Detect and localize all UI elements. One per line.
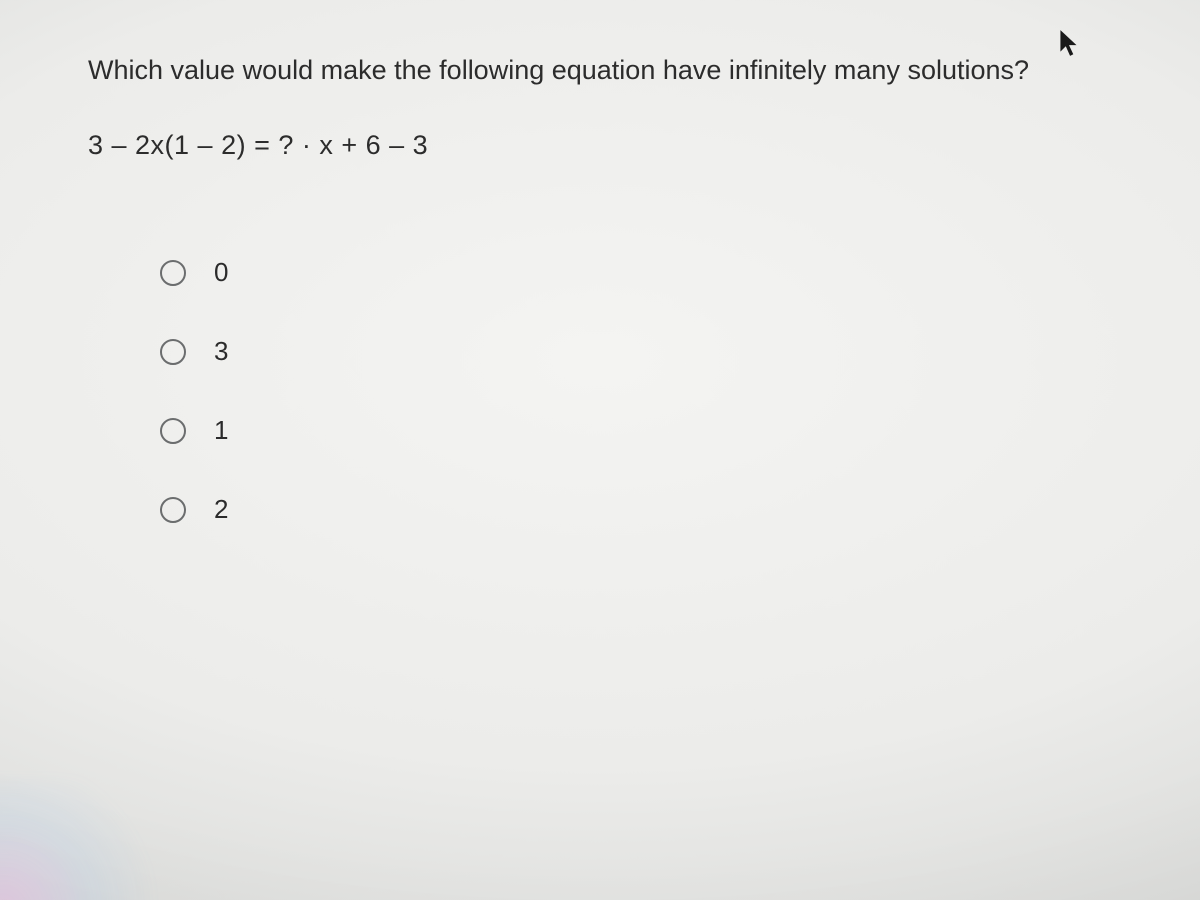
mouse-cursor-icon bbox=[1058, 28, 1080, 58]
radio-icon[interactable] bbox=[160, 418, 186, 444]
option-row[interactable]: 3 bbox=[160, 336, 1130, 367]
radio-icon[interactable] bbox=[160, 339, 186, 365]
option-row[interactable]: 1 bbox=[160, 415, 1130, 446]
radio-icon[interactable] bbox=[160, 260, 186, 286]
option-label: 3 bbox=[214, 336, 228, 367]
quiz-content: Which value would make the following equ… bbox=[0, 0, 1200, 525]
option-label: 0 bbox=[214, 257, 228, 288]
option-row[interactable]: 0 bbox=[160, 257, 1130, 288]
answer-options: 0 3 1 2 bbox=[160, 257, 1130, 525]
question-equation: 3 – 2x(1 – 2) = ? · x + 6 – 3 bbox=[88, 130, 1130, 161]
radio-icon[interactable] bbox=[160, 497, 186, 523]
option-label: 2 bbox=[214, 494, 228, 525]
option-row[interactable]: 2 bbox=[160, 494, 1130, 525]
decorative-glow bbox=[0, 780, 180, 900]
question-prompt: Which value would make the following equ… bbox=[88, 52, 1130, 88]
option-label: 1 bbox=[214, 415, 228, 446]
